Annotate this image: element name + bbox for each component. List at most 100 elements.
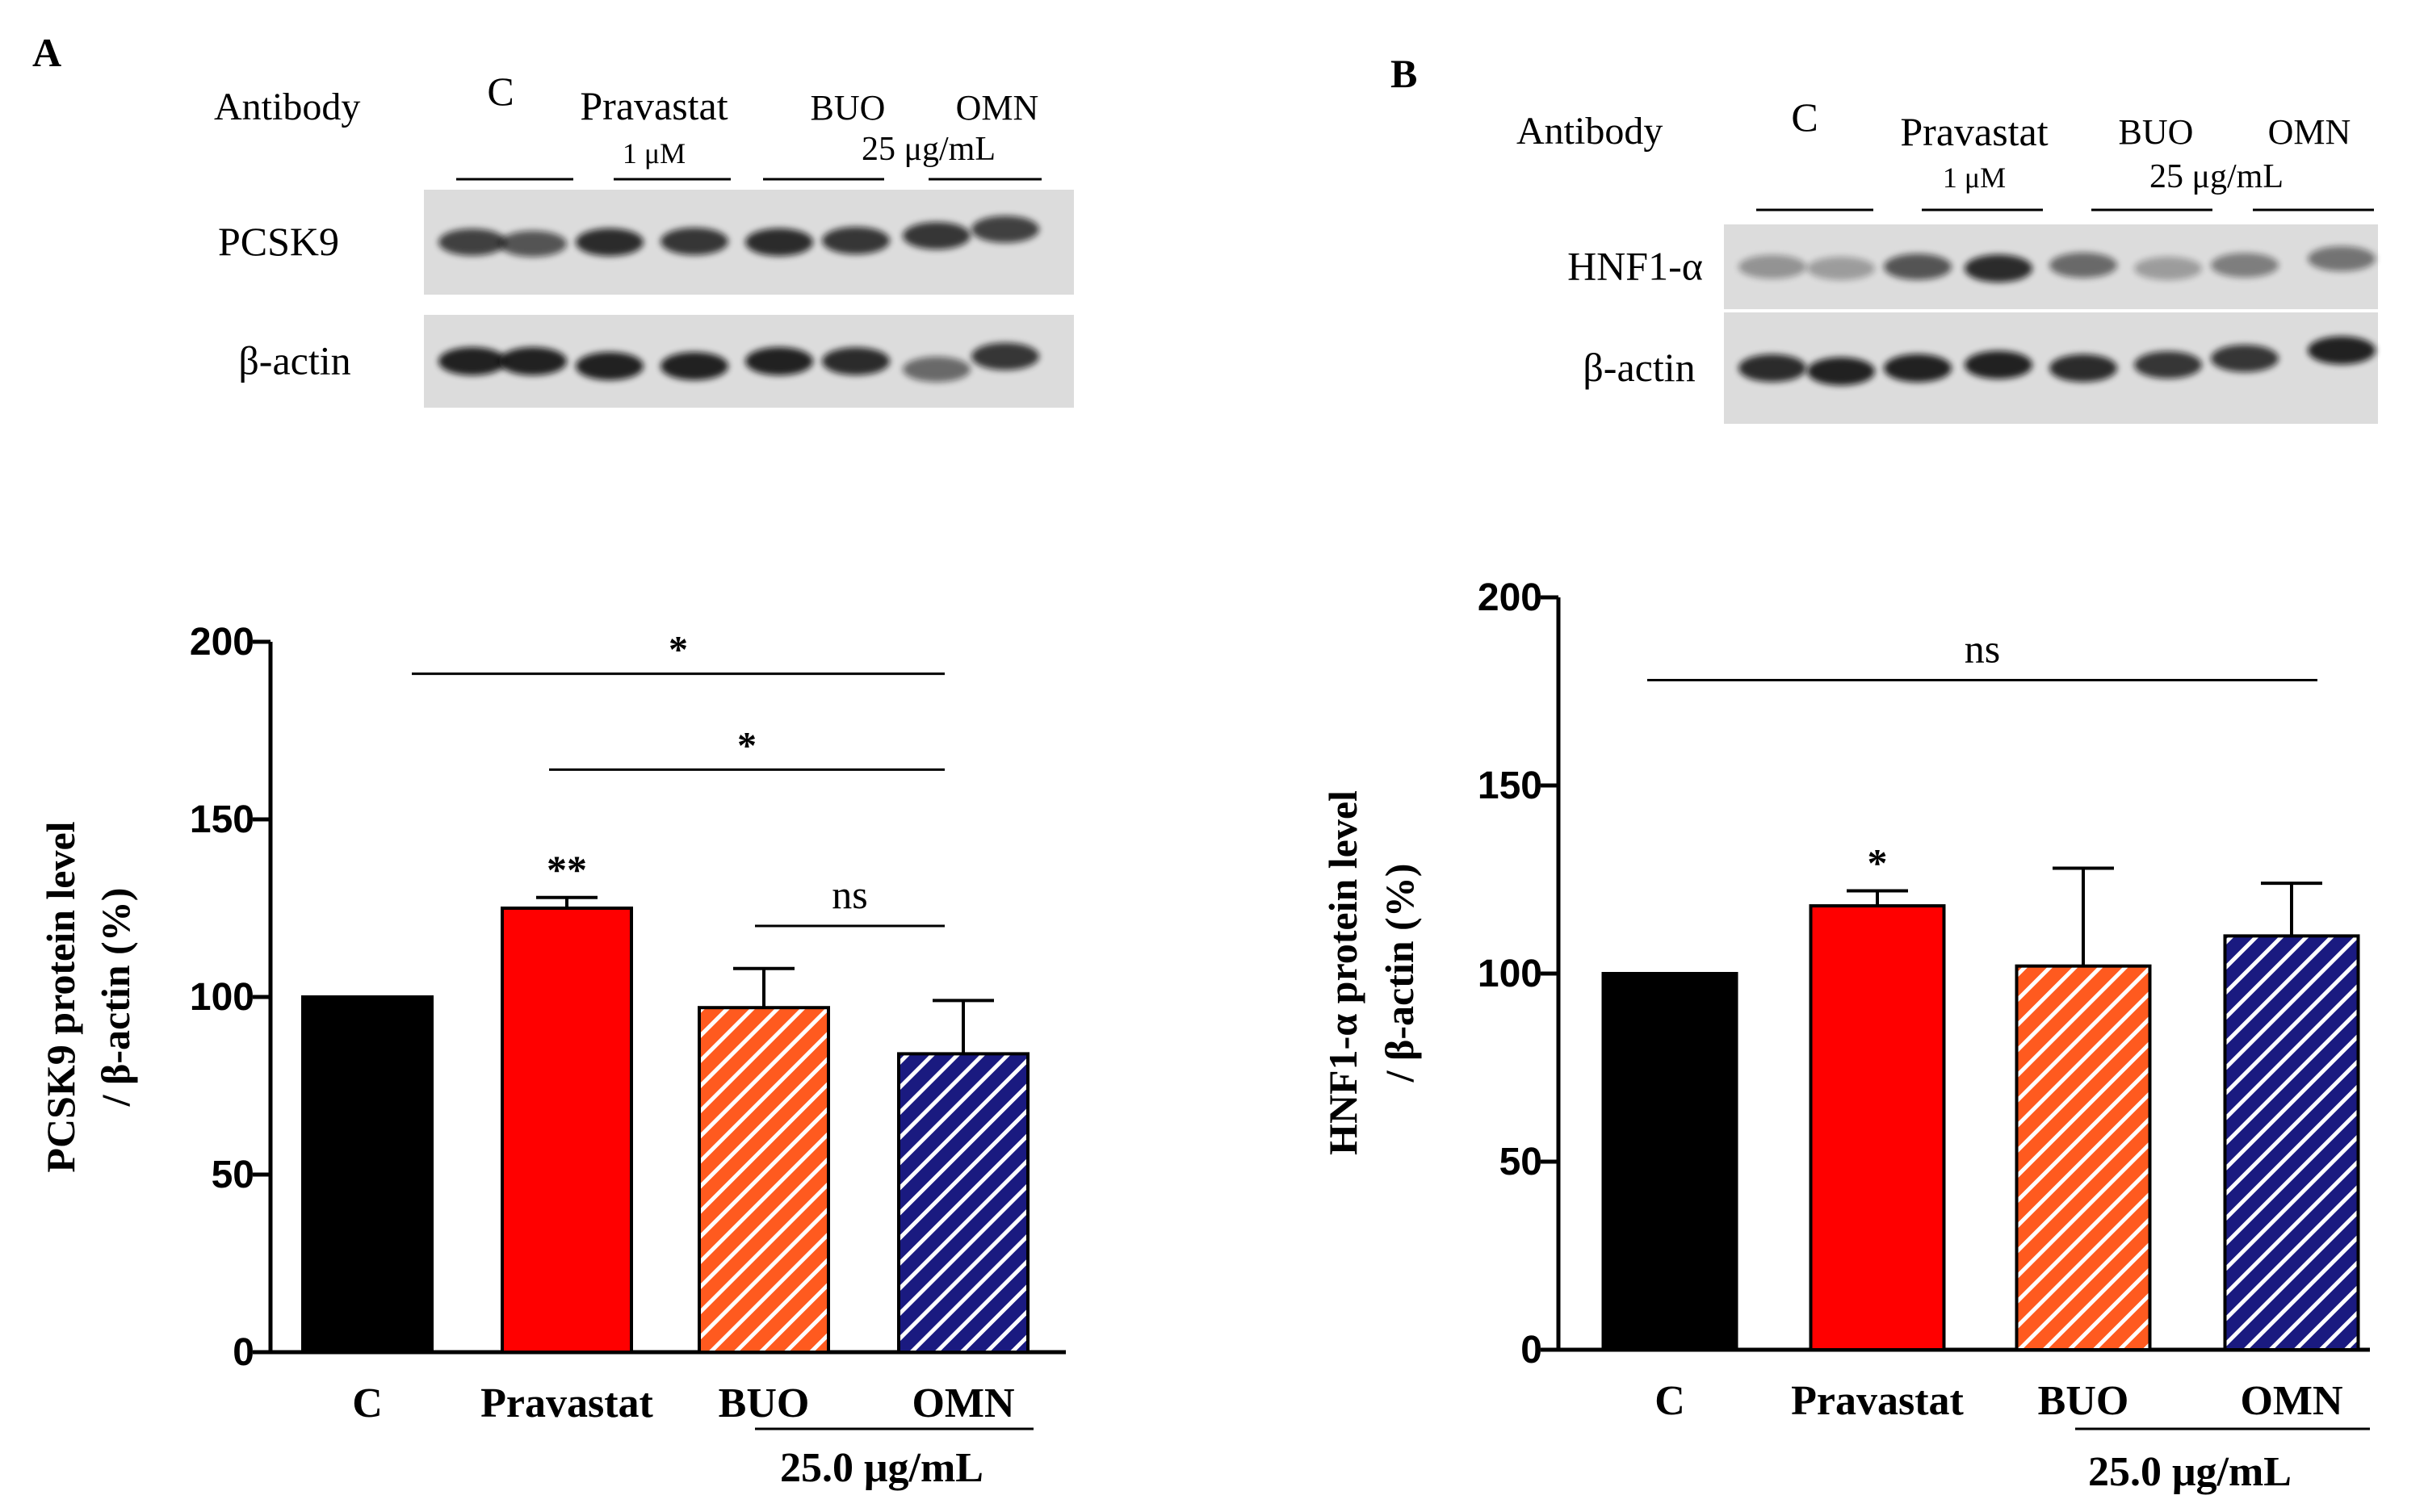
bar-pravastat — [1809, 904, 1946, 1351]
blot-group-label: BUO — [2119, 112, 2194, 152]
x-tick-label: OMN — [2240, 1378, 2342, 1424]
x-tick-label: BUO — [2038, 1378, 2129, 1424]
antibody-header: Antibody — [214, 86, 360, 128]
x-tick-label: BUO — [719, 1380, 810, 1426]
y-tick-label: 200 — [1478, 576, 1542, 619]
blot-band — [438, 228, 506, 256]
blot-band — [2049, 252, 2117, 279]
y-axis-label-2: / β-actin (%) — [93, 888, 138, 1108]
blot-band — [1884, 354, 1952, 383]
y-axis-label-2: / β-actin (%) — [1377, 864, 1422, 1083]
bar-pravastat — [501, 907, 633, 1354]
blot-group-label: Pravastat — [1900, 109, 2048, 154]
y-tick-label: 150 — [190, 798, 254, 841]
blot-group-label: BUO — [811, 88, 886, 128]
blot-band — [1965, 254, 2032, 283]
chart-b: 0 50 100 150 200 HNF1-α protein level / β-acti… — [1320, 576, 2370, 1495]
blot-band — [438, 347, 506, 375]
bar-omn — [2223, 934, 2360, 1351]
bar-omn — [897, 1052, 1030, 1355]
y-axis-label-line1: PCSK9 protein level — [38, 821, 83, 1172]
y-tick-label: 100 — [1478, 953, 1542, 995]
blot-shared-concentration: 25 μg/mL — [2149, 158, 2284, 195]
blot-band — [971, 216, 1039, 243]
blot-band — [2134, 351, 2202, 379]
y-axis-label-line2: / β-actin (%) — [1377, 864, 1422, 1083]
blot-band — [1884, 253, 1952, 280]
blot-group-concentration: 1 μM — [623, 137, 686, 170]
comparison-label: * — [737, 724, 757, 767]
blot-band — [903, 222, 971, 249]
x-tick-label: Pravastat — [1791, 1378, 1964, 1424]
y-axis-label-line1: HNF1-α protein level — [1320, 790, 1365, 1155]
blot-band — [822, 347, 890, 375]
blot-band — [499, 230, 567, 258]
blot-row-label: β-actin — [238, 338, 350, 383]
panel-b-blot: B Antibody C Pravastat 1 μM BUO OMN 25 μg/mL HNF… — [1390, 51, 2378, 424]
y-tick-label: 200 — [190, 621, 254, 664]
antibody-header: Antibody — [1516, 110, 1663, 153]
bar-buo — [2015, 964, 2152, 1352]
blot-band — [576, 352, 644, 380]
y-tick-label: 50 — [212, 1154, 254, 1196]
blot-group-label: C — [1791, 94, 1818, 140]
blot-band — [1965, 350, 2032, 379]
blot-band — [2049, 354, 2117, 383]
blot-row-label: β-actin — [1583, 345, 1695, 390]
bar-buo — [698, 1006, 830, 1354]
y-tick-label: 100 — [190, 976, 254, 1019]
blot-row-label: HNF1-α — [1567, 244, 1703, 289]
blot-band — [971, 342, 1039, 371]
comparison-label: * — [669, 629, 688, 672]
x-tick-label: C — [1654, 1378, 1685, 1424]
blot-band — [1738, 354, 1806, 383]
panel-letter: A — [32, 30, 61, 75]
blot-band — [1807, 257, 1875, 280]
blot-row-label: PCSK9 — [218, 219, 339, 264]
blot-band — [1807, 357, 1875, 386]
y-axis-label: PCSK9 protein level — [38, 821, 83, 1172]
group-label: 25.0 μg/mL — [2088, 1449, 2292, 1495]
comparison-label: ns — [1965, 626, 2000, 672]
blot-band — [499, 347, 567, 375]
bar-c — [301, 995, 434, 1354]
blot-band — [745, 228, 813, 257]
y-tick-label: 50 — [1499, 1141, 1542, 1183]
blot-band — [576, 228, 644, 257]
blot-band — [2211, 345, 2279, 372]
y-axis-label-line2: / β-actin (%) — [93, 888, 138, 1108]
group-label: 25.0 μg/mL — [780, 1445, 983, 1491]
significance-marker: * — [1868, 840, 1888, 885]
blot-group-label: Pravastat — [580, 83, 728, 128]
blot-group-label: C — [487, 69, 514, 114]
panel-letter: B — [1390, 51, 1417, 96]
y-tick-label: 0 — [1520, 1329, 1542, 1372]
y-tick-label: 0 — [233, 1331, 254, 1374]
y-tick-label: 150 — [1478, 764, 1542, 807]
blot-group-label: OMN — [2268, 112, 2351, 152]
blot-band — [661, 352, 728, 380]
blot-band — [2308, 336, 2376, 365]
blot-band — [745, 347, 813, 375]
chart-a: 0 50 100 150 200 PCSK9 protein level / β-actin… — [38, 621, 1066, 1491]
significance-marker: ** — [547, 847, 587, 892]
x-tick-label: C — [352, 1380, 383, 1426]
y-axis-label: HNF1-α protein level — [1320, 790, 1365, 1155]
blot-band — [822, 227, 890, 254]
blot-band — [2211, 253, 2279, 278]
blot-group-label: OMN — [956, 88, 1039, 128]
x-tick-label: OMN — [912, 1380, 1014, 1426]
comparison-label: ns — [832, 872, 867, 917]
blot-group-concentration: 1 μM — [1943, 161, 2006, 194]
bar-c — [1601, 972, 1738, 1351]
x-tick-label: Pravastat — [480, 1380, 653, 1426]
blot-band — [661, 228, 728, 255]
blot-band — [2308, 246, 2376, 271]
blot-band — [2134, 257, 2202, 280]
blot-shared-concentration: 25 μg/mL — [862, 131, 996, 168]
blot-band — [903, 356, 971, 383]
